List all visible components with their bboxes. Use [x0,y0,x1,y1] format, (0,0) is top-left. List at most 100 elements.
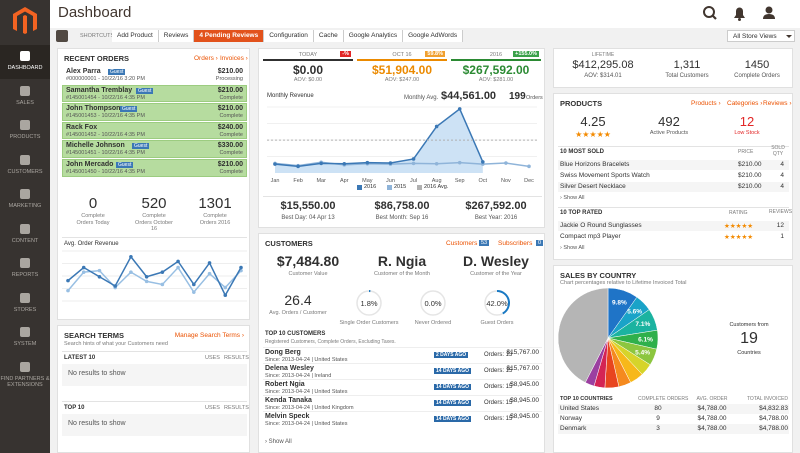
period-value: $267,592.00 [462,63,530,77]
stat-label: Complete Orders Today [76,213,110,226]
product-stat-label: Low Stock [734,130,760,136]
period-badge: 59.8% [425,51,445,57]
customers-link[interactable]: Subscribers [498,240,533,247]
highlight-value: D. Wesley [463,253,529,269]
order-row[interactable]: Rack Fox #145001452 - 10/22/16 4:35 PM $24… [62,121,247,140]
customer-name[interactable]: Kenda Tanaka [265,397,312,404]
order-row[interactable]: John Thompson Guest #145001453 - 10/22/16 … [62,103,247,121]
point [411,157,416,161]
order-total: $240.00 [217,123,243,131]
order-info: #145001451 - 10/22/16 4:35 PM [66,150,145,157]
nav-label[interactable]: DASHBOARD [7,65,43,71]
point [97,274,102,279]
order-row[interactable]: Alex Parra Guest #000000001 - 10/22/16 3:2… [62,66,247,84]
row-divider [263,379,542,380]
nav-item[interactable]: REPORTS [0,252,50,286]
shortcut-link[interactable]: Cache [313,30,344,42]
legend-label: 2016 Avg. [424,184,449,190]
customer-name[interactable]: Melvin Speck [265,413,310,420]
product-name[interactable]: Silver Desert Necklace [560,183,626,190]
shortcut-link[interactable]: Google AdWords [403,30,464,42]
section-title: TOP 10 CUSTOMERS [265,331,326,337]
nav-label[interactable]: SALES [16,99,34,106]
manage-search-terms[interactable]: Manage Search Terms › [174,332,244,339]
show-all-link[interactable]: › Show All [560,245,585,251]
shortcut-link[interactable]: Google Analytics [343,30,404,42]
point [457,160,462,165]
empty-message: No results to show [68,370,126,377]
order-row[interactable]: John Mercado Guest #145001450 - 10/22/16 4… [62,159,247,177]
invoices-link[interactable]: Invoices › [220,55,248,62]
show-all-link[interactable]: › Show All [265,439,292,445]
highlight-label: Customer of the Year [470,271,522,277]
product-name[interactable]: Swiss Movement Sports Watch [560,172,650,179]
country-cell: 9 [656,415,660,422]
x-tick-label: Mar [316,178,326,184]
guest-badge: Guest [136,87,154,94]
shortcuts-icon[interactable] [56,30,68,42]
country-cell: 80 [654,405,662,412]
nav-label[interactable]: PRODUCTS [9,134,41,140]
nav-item[interactable]: STORES [0,287,50,321]
nav-item[interactable]: CUSTOMERS [0,149,50,183]
best-value: $267,592.00 [465,200,527,212]
notifications-icon[interactable] [734,7,745,19]
nav-label[interactable]: REPORTS [11,272,39,278]
account-icon[interactable] [765,6,773,14]
countries-label: Countries [737,350,761,356]
customers-link[interactable]: Customers [446,240,478,247]
nav-label[interactable]: SYSTEM [13,341,37,347]
products-link[interactable]: Categories › [727,100,763,107]
nav-label[interactable]: MARKETING [8,203,42,209]
shortcut-link[interactable]: Reviews [158,30,195,42]
point [342,161,347,166]
products-link[interactable]: Products › [691,100,721,107]
customer-name[interactable]: Delena Wesley [265,365,314,372]
nav-label[interactable]: STORES [13,306,37,313]
nav-item[interactable]: MARKETING [0,183,50,217]
point [239,265,243,270]
nav-item[interactable]: SALES [0,80,50,114]
x-tick-label: Jul [410,178,417,184]
order-status: Complete [219,94,243,101]
customer-total: $8,945.00 [510,381,539,388]
row-divider [263,411,542,412]
shortcut-link[interactable]: Add Product [112,30,159,42]
nav-item[interactable]: DASHBOARD [0,45,50,79]
slice-label: 7.1% [635,321,650,328]
section-title: TOP 10 [64,405,85,411]
orders-link[interactable]: Orders › [194,55,218,62]
order-info: #145001453 - 10/22/16 4:35 PM [66,113,145,120]
nav-item[interactable]: SYSTEM [0,321,50,355]
series-line [67,266,242,294]
nav-label[interactable]: CUSTOMERS [7,168,43,175]
orders-count: 199 [509,91,526,102]
header: Dashboard [50,0,800,28]
nav-icon [20,292,30,303]
nav-label[interactable]: FIND PARTNERS & EXTENSIONS [0,375,50,388]
show-all-link[interactable]: › Show All [560,195,585,201]
product-name[interactable]: Jackie O Round Sunglasses [560,222,642,229]
shortcut-link[interactable]: 4 Pending Reviews [194,30,265,42]
order-row[interactable]: Samantha Tremblay Guest #145001454 - 10/22… [62,84,247,103]
store-switcher[interactable]: All Store Views [727,30,795,42]
divider [558,207,789,208]
customer-name[interactable]: Dong Berg [265,349,301,356]
customer-name[interactable]: Robert Ngia [265,381,305,388]
shortcut-link[interactable]: Configuration [264,30,314,42]
nav-label[interactable]: CONTENT [11,237,39,244]
products-link[interactable]: Reviews › [763,100,792,107]
order-row[interactable]: Michelle Johnson Guest #145001451 - 10/22/… [62,140,247,158]
rating-stars: ★★★★★ [575,130,611,139]
recent-orders-panel: RECENT ORDERS Orders › Invoices › Alex Parr… [57,48,250,320]
nav-item[interactable]: CONTENT [0,218,50,252]
nav-item[interactable]: PRODUCTS [0,114,50,148]
slice-label: 5.4% [635,349,650,356]
product-name[interactable]: Compact mp3 Player [560,233,621,240]
search-icon[interactable] [703,6,715,18]
customers-panel: CUSTOMERS Customers 53 Subscribers 0 $7,484.8… [258,233,545,453]
product-stat-value: 12 [739,114,755,129]
nav-item[interactable]: FIND PARTNERS & EXTENSIONS [0,356,50,390]
product-name[interactable]: Blue Horizons Bracelets [560,161,630,168]
nav-icon [20,85,30,96]
